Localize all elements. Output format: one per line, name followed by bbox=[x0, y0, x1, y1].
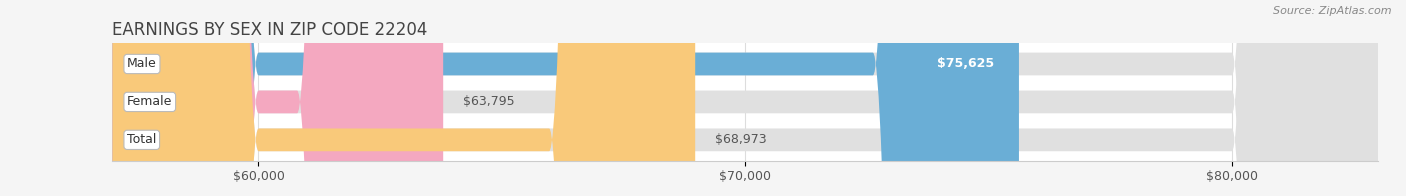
FancyBboxPatch shape bbox=[112, 0, 1019, 196]
FancyBboxPatch shape bbox=[112, 0, 1378, 196]
Text: Source: ZipAtlas.com: Source: ZipAtlas.com bbox=[1274, 6, 1392, 16]
Text: $68,973: $68,973 bbox=[714, 133, 766, 146]
Text: Female: Female bbox=[127, 95, 173, 108]
FancyBboxPatch shape bbox=[112, 0, 1378, 196]
Text: Total: Total bbox=[127, 133, 156, 146]
FancyBboxPatch shape bbox=[112, 0, 443, 196]
Text: $63,795: $63,795 bbox=[463, 95, 515, 108]
FancyBboxPatch shape bbox=[112, 0, 695, 196]
Text: Male: Male bbox=[127, 57, 157, 71]
Text: EARNINGS BY SEX IN ZIP CODE 22204: EARNINGS BY SEX IN ZIP CODE 22204 bbox=[112, 21, 427, 39]
Text: $75,625: $75,625 bbox=[938, 57, 994, 71]
FancyBboxPatch shape bbox=[112, 0, 1378, 196]
